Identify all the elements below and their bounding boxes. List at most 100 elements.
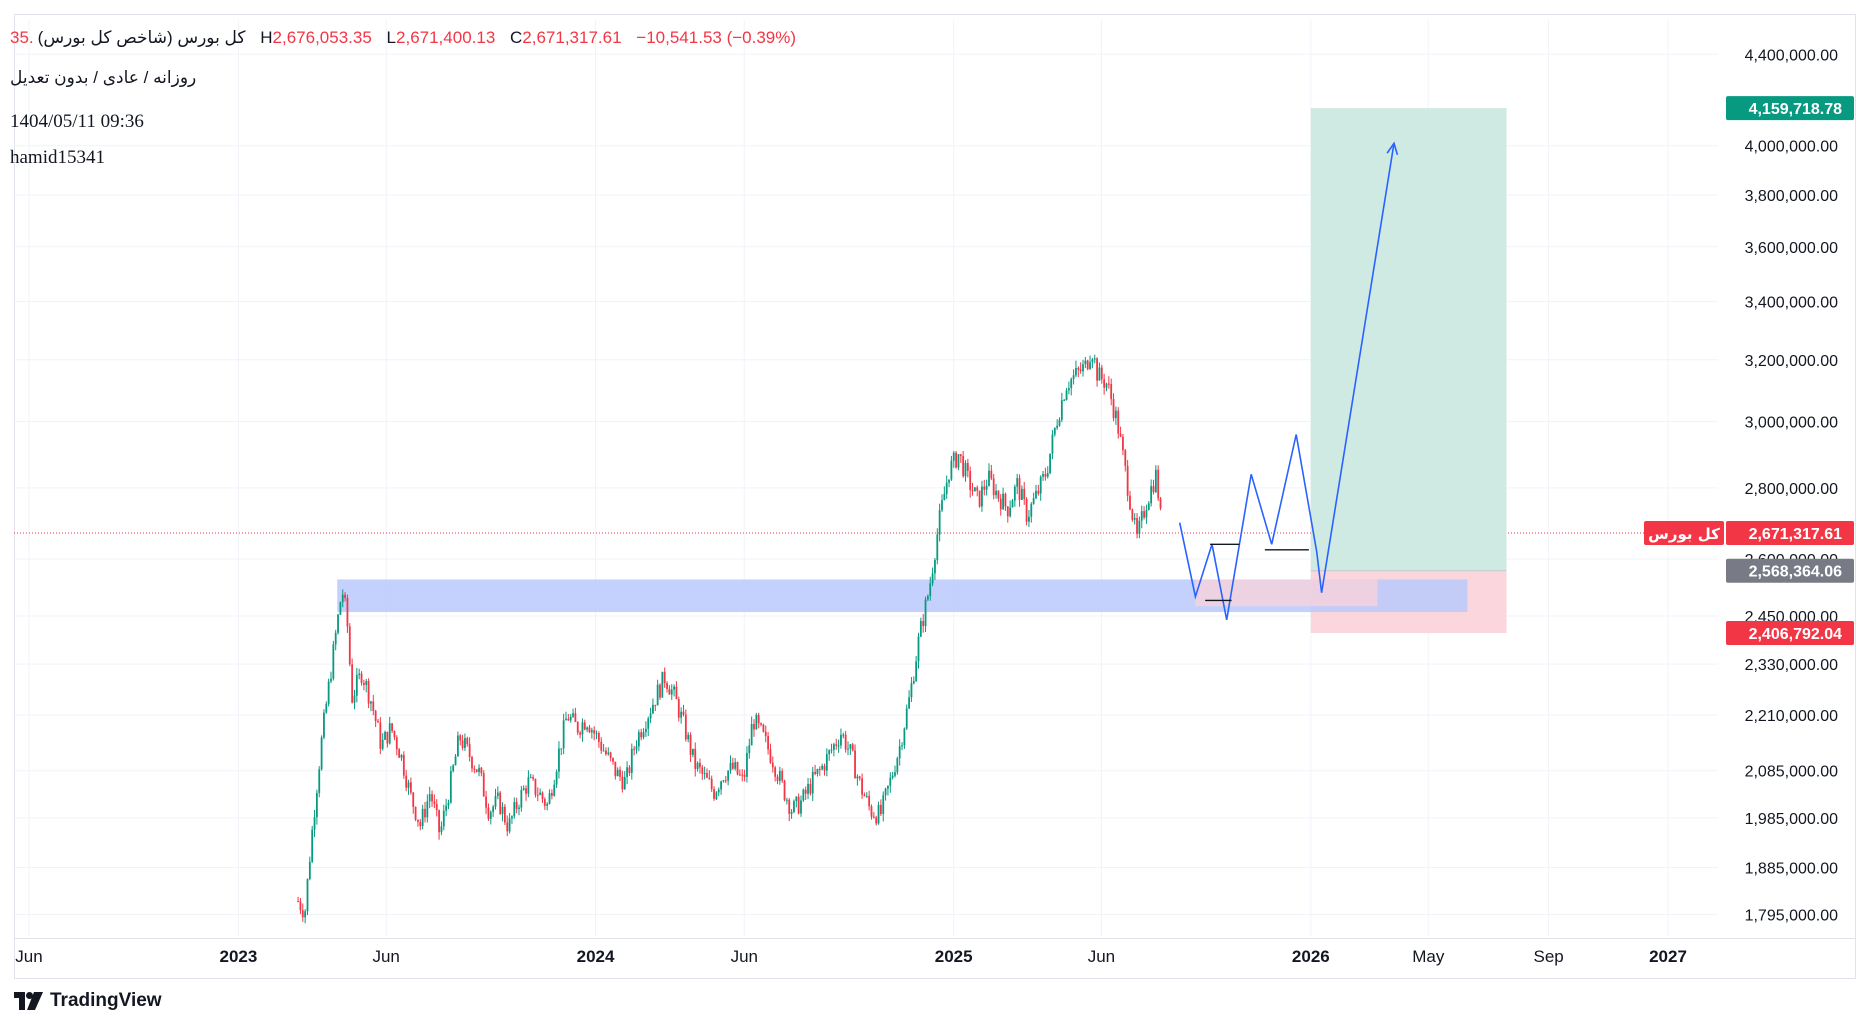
y-tick-label: 3,000,000.00 bbox=[1745, 415, 1839, 432]
candle-body bbox=[706, 773, 708, 778]
low-key: L bbox=[386, 28, 397, 47]
symbol-name-tag: کل بورس bbox=[1648, 525, 1720, 543]
candle-body bbox=[353, 695, 356, 703]
candle-body bbox=[612, 757, 614, 762]
candle-body bbox=[365, 681, 368, 685]
candle-body bbox=[804, 789, 807, 794]
candle-body bbox=[358, 673, 361, 676]
candle-body bbox=[626, 767, 628, 777]
candle-body bbox=[506, 822, 509, 832]
candle-body bbox=[297, 901, 299, 903]
candle-body bbox=[1065, 390, 1068, 401]
candle-body bbox=[325, 703, 328, 713]
candle-body bbox=[355, 675, 358, 696]
candle-body bbox=[701, 767, 704, 774]
candle-body bbox=[684, 714, 687, 740]
candle-body bbox=[1140, 511, 1143, 521]
candle-body bbox=[414, 806, 417, 820]
candle-body bbox=[447, 802, 450, 806]
candle-body bbox=[689, 734, 692, 755]
candle-body bbox=[426, 801, 429, 818]
candle-body bbox=[435, 803, 438, 811]
candle-body bbox=[877, 804, 880, 824]
candle-body bbox=[1133, 518, 1136, 520]
candle-body bbox=[1098, 367, 1101, 381]
candle-body bbox=[605, 750, 607, 755]
candle-body bbox=[1063, 400, 1066, 402]
symbol-title[interactable]: کل بورس (شاخص کل بورس) bbox=[37, 28, 246, 47]
candle-body bbox=[384, 731, 386, 740]
candle-body bbox=[348, 626, 351, 665]
candle-body bbox=[764, 731, 767, 737]
current-price-tag: 2,671,317.61 bbox=[1749, 526, 1843, 543]
y-tick-label: 3,400,000.00 bbox=[1745, 295, 1839, 312]
candle-body bbox=[334, 632, 337, 645]
candle-body bbox=[1093, 358, 1096, 360]
candle-body bbox=[872, 816, 875, 818]
candle-body bbox=[630, 748, 633, 773]
candle-body bbox=[1002, 493, 1004, 510]
candle-body bbox=[546, 803, 549, 806]
target-zone bbox=[1310, 108, 1507, 571]
tradingview-logo[interactable]: TradingView bbox=[14, 990, 162, 1012]
candle-body bbox=[1086, 360, 1089, 369]
candle-body bbox=[595, 733, 598, 735]
candle-body bbox=[529, 777, 532, 779]
price-axis: 4,400,000.00 4,000,000.00 3,800,000.00 3,60… bbox=[1745, 47, 1839, 924]
x-tick-label: Jun bbox=[731, 947, 758, 966]
stop-price-tag: 2,406,792.04 bbox=[1749, 626, 1843, 643]
candle-body bbox=[981, 486, 983, 507]
candle-body bbox=[1129, 495, 1131, 510]
candle-body bbox=[1159, 498, 1162, 509]
candle-body bbox=[847, 748, 849, 750]
candle-body bbox=[948, 479, 950, 483]
candle-body bbox=[818, 768, 821, 770]
candle-body bbox=[520, 790, 523, 808]
candle-body bbox=[1037, 490, 1040, 494]
candle-body bbox=[548, 793, 551, 804]
candle-body bbox=[816, 768, 819, 774]
candle-body bbox=[915, 661, 918, 682]
candle-body bbox=[1124, 450, 1127, 466]
candle-body bbox=[896, 758, 899, 773]
candle-body bbox=[1145, 509, 1148, 518]
candle-body bbox=[602, 750, 605, 752]
candle-body bbox=[1042, 474, 1044, 477]
candle-body bbox=[449, 770, 452, 803]
candle-body bbox=[616, 769, 619, 777]
candle-body bbox=[753, 724, 755, 730]
candle-body bbox=[814, 771, 816, 774]
y-tick-label: 2,330,000.00 bbox=[1745, 657, 1839, 674]
candle-body bbox=[501, 806, 504, 814]
candle-body bbox=[386, 731, 389, 744]
symbol-name-tag-box bbox=[1644, 520, 1724, 545]
candle-body bbox=[1077, 368, 1080, 370]
tradingview-logo-text: TradingView bbox=[50, 990, 162, 1011]
candle-body bbox=[454, 756, 457, 766]
candle-body bbox=[550, 793, 553, 796]
candle-body bbox=[832, 744, 835, 750]
candle-body bbox=[755, 714, 758, 730]
y-tick-label: 1,985,000.00 bbox=[1745, 811, 1839, 828]
candle-body bbox=[527, 777, 530, 794]
candle-body bbox=[647, 718, 650, 729]
candle-body bbox=[466, 738, 469, 745]
candle-body bbox=[412, 792, 415, 807]
high-value: 2,676,053.35 bbox=[272, 28, 372, 47]
candle-body bbox=[710, 778, 713, 790]
chart-frame bbox=[14, 14, 1856, 979]
candle-body bbox=[912, 681, 915, 684]
candle-body bbox=[668, 688, 671, 695]
candle-body bbox=[607, 752, 610, 755]
candle-body bbox=[532, 777, 534, 779]
candle-body bbox=[884, 788, 887, 796]
candle-body bbox=[703, 773, 706, 775]
candle-body bbox=[327, 681, 330, 704]
candle-body bbox=[670, 689, 673, 695]
candle-body bbox=[649, 713, 652, 719]
candle-body bbox=[1046, 473, 1049, 477]
candle-body bbox=[370, 701, 372, 704]
x-tick-label: Jun bbox=[372, 947, 399, 966]
candle-body bbox=[680, 711, 683, 718]
